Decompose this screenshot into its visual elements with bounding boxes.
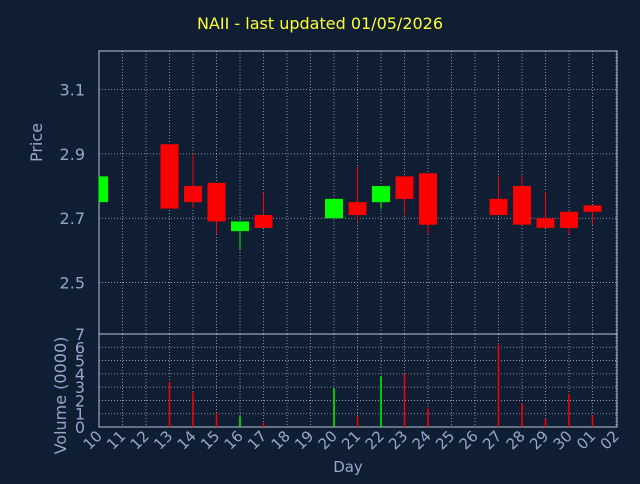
candle-body [560, 211, 578, 228]
price-tick-label: 2.9 [60, 145, 85, 164]
x-tick-label: 23 [385, 427, 411, 453]
x-tick-label: 28 [503, 427, 529, 453]
x-tick-label: 27 [479, 427, 505, 453]
x-tick-label: 19 [291, 427, 317, 453]
x-tick-label: 22 [362, 427, 388, 453]
volume-bar [168, 381, 171, 427]
x-tick-label: 29 [526, 427, 552, 453]
x-tick-label: 11 [103, 427, 129, 453]
candle-body [513, 186, 531, 225]
x-tick-label: 13 [150, 427, 176, 453]
candle-body [348, 202, 367, 216]
price-tick-label: 3.1 [60, 81, 85, 100]
candle-body [489, 198, 508, 216]
x-tick-label: 01 [573, 427, 599, 453]
x-tick-label: 02 [597, 427, 623, 453]
candle-body [231, 221, 249, 232]
candle-body [536, 218, 555, 228]
x-tick-label: 12 [127, 427, 153, 453]
x-tick-label: 18 [268, 427, 294, 453]
volume-bar [215, 413, 218, 427]
volume-tick-label: 0 [75, 418, 85, 437]
x-tick-label: 20 [315, 427, 341, 453]
price-axis-label: Price [27, 123, 46, 162]
volume-bar [192, 392, 194, 427]
volume-axis-label: Volume (0000) [51, 337, 70, 455]
candle-body [207, 182, 226, 222]
volume-tick-label: 7 [75, 325, 85, 344]
candle-body [254, 215, 273, 228]
x-tick-label: 26 [456, 427, 482, 453]
volume-bar [591, 415, 594, 427]
volume-bar [568, 393, 570, 427]
volume-tick-label: 5 [75, 352, 85, 371]
volume-tick-label: 4 [75, 365, 85, 384]
volume-bar [380, 376, 382, 427]
candle-body [325, 198, 343, 219]
candle-body [419, 173, 437, 225]
volume-bar [497, 344, 500, 427]
volume-bar [521, 403, 523, 427]
x-tick-label: 24 [409, 427, 435, 453]
x-tick-label: 16 [221, 427, 247, 453]
volume-bar [403, 373, 406, 427]
price-tick-label: 2.7 [60, 209, 85, 228]
candle-body [160, 144, 179, 209]
candle-body [395, 176, 414, 199]
volume-bar [239, 416, 241, 427]
candle-body [372, 186, 390, 203]
x-tick-label: 15 [197, 427, 223, 453]
chart-title: NAII - last updated 01/05/2026 [196, 14, 444, 33]
x-tick-label: 17 [244, 427, 270, 453]
volume-bar [262, 423, 265, 427]
price-tick-label: 2.5 [60, 274, 85, 293]
volume-bar [356, 416, 359, 427]
volume-bar [544, 419, 547, 427]
volume-bar [333, 388, 335, 427]
x-axis-label: Day [333, 458, 363, 476]
volume-tick-label: 6 [75, 338, 85, 357]
x-tick-label: 30 [550, 427, 576, 453]
volume-tick-label: 1 [75, 405, 85, 424]
candle-body [99, 176, 108, 203]
x-tick-label: 25 [432, 427, 458, 453]
candle-body [583, 205, 602, 212]
x-tick-label: 21 [338, 427, 364, 453]
volume-panel-border [98, 333, 618, 428]
volume-bar [427, 408, 429, 427]
x-tick-label: 14 [174, 427, 200, 453]
volume-tick-label: 2 [75, 391, 85, 410]
candle-body [184, 186, 202, 203]
volume-tick-label: 3 [75, 378, 85, 397]
